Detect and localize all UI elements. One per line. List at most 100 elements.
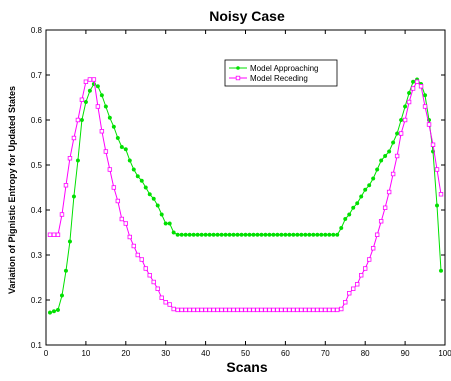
data-point	[139, 178, 144, 183]
data-point	[383, 153, 388, 159]
data-point	[239, 232, 244, 237]
data-point	[331, 307, 336, 313]
data-point	[207, 232, 212, 237]
y-tick-label: 0.2	[31, 296, 43, 305]
data-point	[95, 104, 101, 109]
data-point	[123, 221, 128, 226]
data-point	[311, 232, 316, 237]
data-point	[299, 232, 304, 237]
series-line-model-approaching	[49, 78, 442, 314]
data-point	[438, 192, 444, 197]
chart-title: Noisy Case	[209, 8, 285, 24]
data-point	[243, 307, 248, 313]
data-point	[370, 246, 376, 251]
data-point	[414, 79, 420, 84]
data-point	[430, 142, 436, 147]
x-tick-label: 80	[361, 349, 370, 358]
data-point	[47, 310, 53, 315]
data-point	[187, 232, 192, 237]
data-point	[347, 291, 352, 296]
data-point	[303, 232, 308, 237]
legend-label: Model Receding	[250, 74, 308, 83]
data-point	[327, 232, 332, 237]
data-point	[75, 117, 81, 123]
data-point	[287, 232, 292, 237]
data-point	[367, 183, 372, 188]
data-point	[438, 268, 444, 273]
data-point	[63, 183, 69, 188]
data-point	[83, 99, 88, 105]
data-point	[343, 300, 348, 305]
data-point	[187, 307, 192, 313]
data-point	[71, 194, 76, 199]
data-point	[215, 232, 220, 237]
x-tick-label: 0	[44, 349, 49, 358]
data-point	[171, 230, 176, 235]
data-point	[359, 194, 364, 199]
data-point	[259, 232, 264, 237]
data-point	[263, 232, 268, 237]
data-point	[123, 147, 128, 152]
data-point	[99, 129, 105, 134]
data-point	[303, 307, 308, 313]
x-tick-label: 100	[438, 349, 451, 358]
data-point	[247, 307, 252, 313]
x-tick-label: 50	[241, 349, 250, 358]
data-point	[179, 307, 184, 313]
data-point	[179, 232, 184, 237]
data-point	[299, 307, 304, 313]
data-point	[147, 192, 152, 197]
data-point	[351, 205, 356, 210]
data-point	[323, 232, 328, 237]
data-point	[239, 307, 244, 313]
data-point	[271, 307, 276, 313]
data-point	[67, 239, 72, 244]
data-point	[279, 232, 284, 237]
data-point	[103, 104, 108, 109]
data-point	[411, 79, 416, 84]
data-point	[159, 212, 164, 217]
data-point	[203, 307, 208, 313]
data-point	[355, 282, 360, 287]
data-point	[127, 158, 132, 163]
data-point	[291, 232, 296, 237]
y-tick-label: 0.5	[31, 161, 43, 170]
legend-label: Model Approaching	[250, 64, 319, 73]
data-point	[119, 216, 125, 222]
data-point	[51, 232, 57, 237]
data-point	[323, 307, 328, 313]
data-point	[407, 90, 412, 96]
data-point	[79, 97, 85, 102]
data-point	[255, 307, 260, 313]
data-point	[135, 174, 140, 179]
data-point	[251, 307, 256, 313]
data-point	[223, 307, 228, 313]
data-point	[347, 212, 352, 217]
data-point	[111, 124, 116, 129]
y-tick-label: 0.8	[31, 26, 43, 35]
y-tick-label: 0.7	[31, 71, 43, 80]
data-point	[55, 307, 61, 312]
data-point	[155, 203, 160, 208]
data-point	[191, 307, 196, 313]
data-point	[390, 171, 396, 177]
data-point	[291, 307, 296, 313]
data-point	[327, 307, 332, 313]
data-point	[255, 232, 260, 237]
data-point	[171, 306, 176, 312]
data-point	[366, 257, 372, 262]
data-point	[295, 232, 300, 237]
x-tick-label: 60	[281, 349, 290, 358]
data-point	[379, 158, 384, 163]
x-tick-label: 40	[201, 349, 210, 358]
data-point	[395, 131, 400, 136]
data-point	[55, 232, 61, 237]
data-point	[203, 232, 208, 237]
data-point	[175, 232, 180, 237]
data-point	[319, 232, 324, 237]
data-point	[227, 307, 232, 313]
data-point	[235, 232, 240, 237]
y-tick-label: 0.4	[31, 206, 43, 215]
data-point	[211, 307, 216, 313]
data-point	[67, 156, 73, 161]
